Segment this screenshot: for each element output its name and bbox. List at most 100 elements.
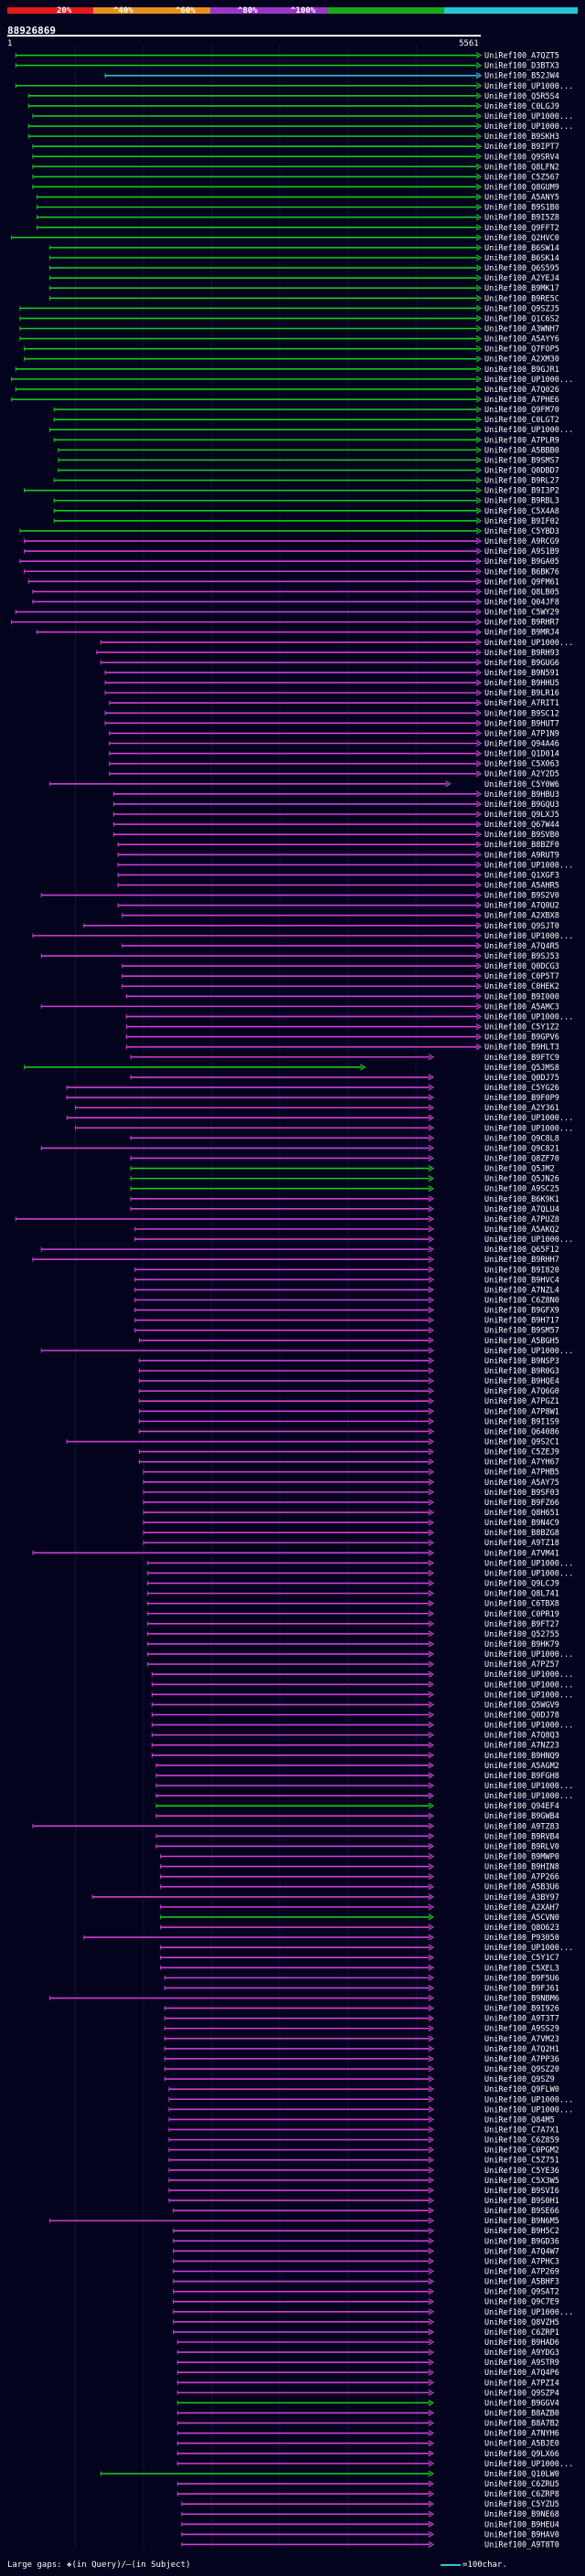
- hit-arrow: [428, 1529, 434, 1536]
- hit-arrow: [428, 1913, 434, 1921]
- hit-arrow: [428, 2015, 434, 2022]
- hit-label: UniRef100_B9NSP3: [484, 1357, 559, 1366]
- hit-label: UniRef100_B9HNQ9: [484, 1752, 559, 1761]
- hit-arrow: [428, 1438, 434, 1446]
- hit-label: UniRef100_Q9FLW0: [484, 2085, 559, 2094]
- hit-label: UniRef100_B9F0P9: [484, 1094, 559, 1103]
- hit-arrow: [428, 1691, 434, 1698]
- hit-arrow: [428, 1054, 434, 1061]
- hit-label: UniRef100_A7YH67: [484, 1458, 559, 1468]
- hit-arrow: [359, 1064, 367, 1071]
- hit-arrow: [428, 2207, 434, 2214]
- hit-arrow: [428, 2389, 434, 2396]
- hit-arrow: [428, 1680, 434, 1688]
- hit-label: UniRef100_Q1C6S2: [484, 314, 559, 323]
- hit-arrow: [428, 2035, 434, 2042]
- hit-arrow: [428, 2348, 434, 2356]
- hit-label: UniRef100_B9FJ61: [484, 1984, 559, 1993]
- hit-label: UniRef100_A5AYY6: [484, 335, 559, 345]
- hit-arrow: [475, 547, 483, 555]
- hit-label: UniRef100_B9FTC9: [484, 1054, 559, 1063]
- hit-arrow: [475, 952, 483, 959]
- hit-arrow: [428, 2298, 434, 2306]
- hit-arrow: [428, 2105, 434, 2113]
- hit-label: UniRef100_B9RHR7: [484, 619, 559, 628]
- hit-label: UniRef100_UP1000...: [484, 639, 573, 648]
- hit-arrow: [475, 143, 483, 150]
- hit-label: UniRef100_C5YBD3: [484, 527, 559, 536]
- hit-arrow: [428, 2025, 434, 2032]
- hit-label: UniRef100_B9MRJ4: [484, 629, 559, 638]
- hit-label: UniRef100_UP1000...: [484, 112, 573, 122]
- hit-label: UniRef100_B9HAV0: [484, 2530, 559, 2539]
- hit-label: UniRef100_Q5WGV9: [484, 1701, 559, 1710]
- hit-label: UniRef100_B9HEU4: [484, 2520, 559, 2529]
- hit-label: UniRef100_A7VM41: [484, 1549, 559, 1558]
- hit-label: UniRef100_B9HIN8: [484, 1863, 559, 1872]
- hit-arrow: [475, 659, 483, 666]
- hit-label: UniRef100_A7NZ23: [484, 1742, 559, 1751]
- hit-arrow: [428, 1114, 434, 1121]
- hit-label: UniRef100_A9SC25: [484, 1185, 559, 1194]
- hit-label: UniRef100_UP1000...: [484, 1792, 573, 1801]
- hit-label: UniRef100_C5Y0W6: [484, 780, 559, 790]
- hit-arrow: [428, 1448, 434, 1456]
- hit-arrow: [428, 1600, 434, 1607]
- hit-arrow: [475, 122, 483, 130]
- hit-arrow: [428, 1752, 434, 1759]
- hit-label: UniRef100_A7P8W1: [484, 1407, 559, 1416]
- hit-arrow: [475, 436, 483, 443]
- hit-label: UniRef100_UP1000...: [484, 426, 573, 435]
- hit-label: UniRef100_C6ZRP8: [484, 2490, 559, 2499]
- hit-label: UniRef100_B9RBL3: [484, 497, 559, 506]
- hit-label: UniRef100_UP1000...: [484, 2308, 573, 2317]
- hit-arrow: [428, 2187, 434, 2194]
- hit-arrow: [428, 1296, 434, 1304]
- hit-arrow: [428, 1519, 434, 1526]
- hit-arrow: [475, 537, 483, 545]
- hit-label: UniRef100_UP1000...: [484, 1124, 573, 1133]
- hit-label: UniRef100_B9HHU5: [484, 679, 559, 688]
- hit-label: UniRef100_UP1000...: [484, 932, 573, 941]
- hit-label: UniRef100_B9HK79: [484, 1640, 559, 1649]
- hit-arrow: [475, 902, 483, 909]
- hit-label: UniRef100_B9N6M5: [484, 2217, 559, 2226]
- hit-label: UniRef100_UP1000...: [484, 1569, 573, 1578]
- hit-arrow: [475, 254, 483, 261]
- hit-arrow: [475, 598, 483, 605]
- hit-label: UniRef100_UP1000...: [484, 1722, 573, 1731]
- hit-arrow: [475, 739, 483, 747]
- scale-segment-100: [444, 7, 578, 14]
- hit-label: UniRef100_B9RLV0: [484, 1842, 559, 1851]
- hit-label: UniRef100_UP1000...: [484, 2095, 573, 2104]
- hit-arrow: [428, 1276, 434, 1283]
- hit-label: UniRef100_B8A7B2: [484, 2420, 559, 2429]
- hit-label: UniRef100_B6SW14: [484, 244, 559, 253]
- hit-arrow: [428, 2379, 434, 2386]
- hit-arrow: [428, 1317, 434, 1324]
- hit-label: UniRef100_B9LR16: [484, 689, 559, 698]
- hit-label: UniRef100_C6TBX8: [484, 1600, 559, 1609]
- hit-arrow: [475, 639, 483, 646]
- hit-arrow: [428, 1732, 434, 1739]
- hit-label: UniRef100_UP1000...: [484, 1347, 573, 1356]
- hit-arrow: [428, 1569, 434, 1576]
- hit-arrow: [475, 294, 483, 302]
- hit-arrow: [475, 355, 483, 363]
- hit-arrow: [475, 497, 483, 504]
- hit-arrow: [475, 567, 483, 575]
- hit-arrow: [428, 1822, 434, 1829]
- hit-label: UniRef100_B9GD36: [484, 2237, 559, 2246]
- hit-arrow: [428, 1074, 434, 1081]
- hit-arrow: [428, 1175, 434, 1182]
- hit-arrow: [475, 557, 483, 565]
- hit-arrow: [428, 1772, 434, 1779]
- hit-arrow: [428, 1660, 434, 1668]
- hit-arrow: [475, 800, 483, 808]
- hit-arrow: [428, 2147, 434, 2154]
- hit-arrow: [428, 1235, 434, 1243]
- hit-label: UniRef100_A5AGM2: [484, 1762, 559, 1771]
- hit-arrow: [428, 1650, 434, 1658]
- hit-label: UniRef100_Q9C8L8: [484, 1134, 559, 1143]
- hit-arrow: [475, 314, 483, 322]
